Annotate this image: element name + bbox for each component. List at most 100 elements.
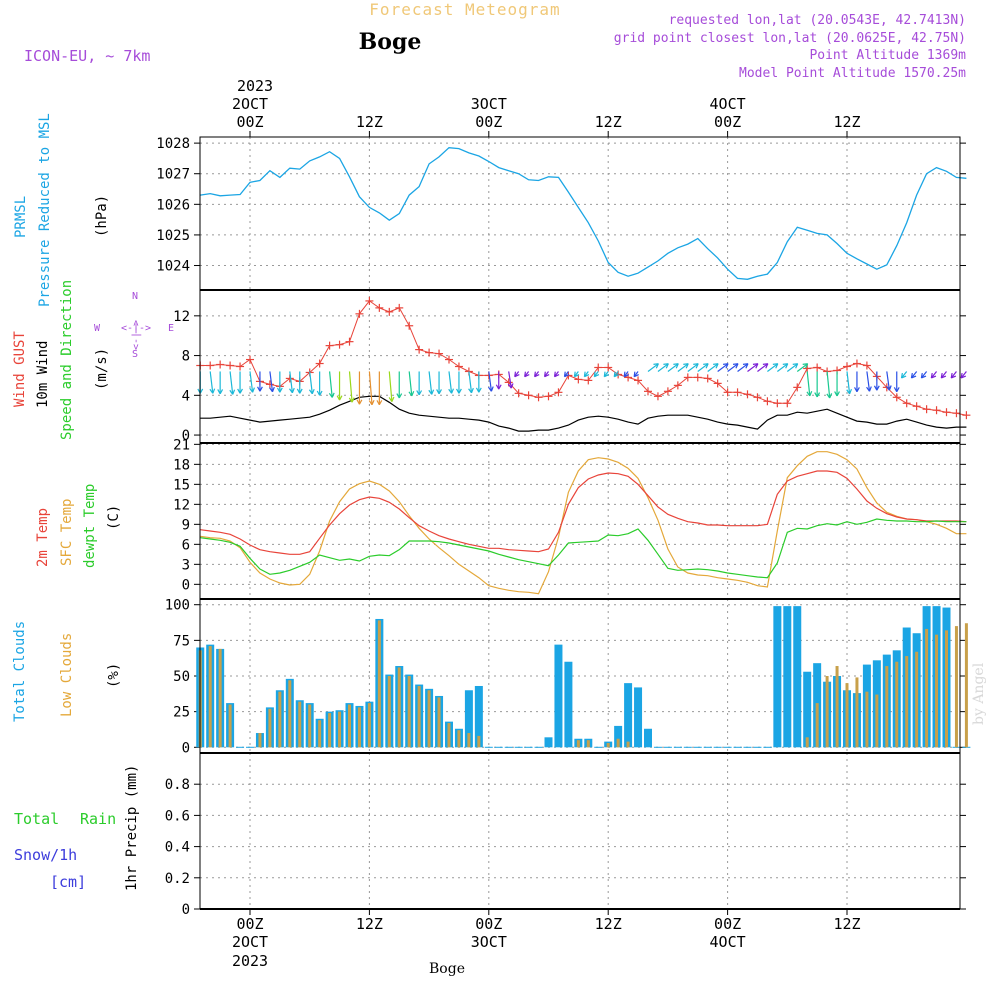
ytick-label: 0 [182, 740, 190, 756]
top-tick-label: 12Z [833, 113, 860, 131]
clouds-unit-label: (%) [106, 663, 122, 688]
wind-arrow [336, 371, 343, 401]
gust-marker [703, 374, 712, 383]
wind-arrow [623, 371, 629, 378]
low-cloud-bar [328, 713, 332, 748]
ytick-label: 100 [165, 598, 190, 614]
ytick-label: 21 [173, 437, 190, 453]
dewpoint-line [200, 518, 967, 579]
ytick-label: 75 [173, 633, 190, 649]
low-cloud-bar [447, 723, 451, 748]
wind-arrow [776, 363, 789, 372]
wind-arrow [408, 371, 415, 397]
gust-marker [673, 381, 682, 390]
wind-arrow [910, 371, 918, 379]
wind-arrow [757, 363, 769, 372]
wind-arrow [900, 371, 908, 379]
low-cloud-bar [825, 676, 829, 748]
wind-arrow [826, 371, 833, 399]
wind-arrow [677, 363, 689, 372]
wind-arrow [209, 371, 216, 394]
wind-arrow [308, 371, 315, 395]
precip-cm-label: [cm] [50, 873, 86, 891]
requested-coords: requested lon,lat (20.0543E, 42.7413N) [669, 13, 966, 28]
gust-marker [962, 411, 971, 420]
wind-arrow [348, 371, 355, 403]
low-cloud-bar [805, 737, 809, 748]
wind-arrow [276, 371, 283, 393]
wind-arrow [356, 371, 363, 405]
wind-10m-label: 10m Wind [35, 341, 51, 408]
clouds-low-label: Low Clouds [59, 633, 75, 717]
gust-marker [773, 399, 782, 408]
panel-prmsl: 1024 1025 1026 1027 1028 [156, 136, 967, 290]
total-cloud-bar [544, 737, 553, 748]
low-cloud-bar [954, 626, 958, 748]
bottom-tick-label: 12Z [356, 915, 383, 933]
top-day-label: 4OCT [710, 95, 746, 113]
gust-marker [763, 397, 772, 406]
gust-marker [634, 376, 643, 385]
total-cloud-bar [793, 606, 802, 748]
gust-marker [325, 341, 334, 350]
watermark: by Angel [971, 662, 987, 725]
gust-marker [584, 376, 593, 385]
precip-axis-label: 1hr Precip (mm) [124, 765, 140, 891]
gust-marker [216, 360, 225, 369]
gust-marker [435, 349, 444, 358]
temp-dew-label: dewpt Temp [82, 484, 98, 568]
low-cloud-bar [357, 707, 361, 748]
ytick-label: 1025 [156, 228, 190, 244]
ytick-label: 1028 [156, 136, 190, 152]
ytick-label: 0 [182, 577, 190, 593]
wind-arrow [885, 371, 892, 391]
low-cloud-bar [407, 676, 411, 748]
gust-marker [524, 391, 533, 400]
gust-marker [315, 359, 324, 368]
gust-marker [912, 402, 921, 411]
panels: 1024102510261027102804812036912151821025… [156, 136, 971, 918]
precip-snow-label: Snow/1h [14, 846, 77, 864]
gust-line [200, 300, 967, 416]
wind-arrow [873, 371, 880, 391]
low-cloud-bar [387, 676, 391, 748]
panel-precip: 0 0.2 0.4 0.6 0.8 [165, 753, 966, 918]
gust-marker [335, 340, 344, 349]
wind-arrow [603, 371, 610, 378]
ytick-label: 6 [182, 537, 190, 553]
low-cloud-bar [477, 735, 481, 748]
pressure-unit-label: (hPa) [94, 195, 110, 237]
wind-arrow [717, 363, 729, 372]
footer-location: Boge [429, 961, 465, 977]
wind-arrow [633, 371, 639, 378]
wind-arrow [854, 371, 860, 393]
gust-marker [843, 362, 851, 371]
grid-coords: grid point closest lon,lat (20.0625E, 42… [614, 31, 966, 46]
low-cloud-bar [397, 667, 401, 748]
wind-arrow [563, 371, 570, 378]
ytick-label: 18 [173, 457, 190, 473]
low-cloud-bar [417, 685, 421, 748]
total-cloud-bar [564, 661, 573, 748]
gust-marker [942, 408, 951, 417]
wind-arrow [814, 371, 821, 398]
precip-total-label: Total [14, 810, 59, 828]
wind-arrow [416, 371, 423, 396]
low-cloud-bar [467, 733, 471, 748]
ytick-label: 0.6 [165, 808, 190, 824]
top-tick-label: 00Z [714, 113, 741, 131]
wind-compass: N <-|-> S W <-|-> E [94, 291, 174, 360]
gust-marker [425, 348, 434, 357]
gust-marker [534, 393, 543, 402]
ytick-label: 12 [173, 497, 190, 513]
wind-arrow [806, 371, 813, 397]
gust-marker [793, 383, 802, 392]
bottom-tick-label: 12Z [833, 915, 860, 933]
wind-arrow [583, 371, 590, 378]
low-cloud-bar [885, 666, 889, 748]
low-cloud-bar [258, 733, 262, 748]
low-cloud-bar [218, 648, 222, 748]
gust-marker [206, 361, 215, 370]
wind-arrow [747, 363, 759, 372]
